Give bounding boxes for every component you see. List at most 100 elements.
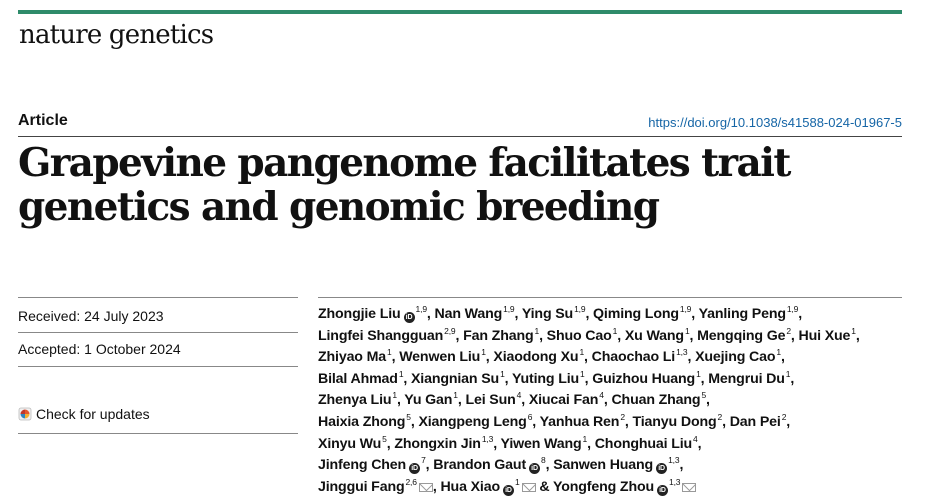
email-icon[interactable] [521,482,536,492]
author-name[interactable]: Mengqing Ge [697,327,786,344]
author-name[interactable]: Bilal Ahmad [318,370,398,387]
meta-divider [18,433,298,434]
author-name[interactable]: Ying Su [521,306,574,322]
affiliation-superscript: 1 [453,390,458,401]
author-name[interactable]: Yanling Peng [698,306,786,322]
affiliation-superscript: 2,6 [405,476,417,487]
author-name[interactable]: Guizhou Huang [592,370,696,387]
affiliation-superscript: 1 [579,347,585,358]
affiliation-superscript: 6 [527,411,533,422]
doi-link[interactable]: https://doi.org/10.1038/s41588-024-01967… [648,115,902,130]
author-name[interactable]: Xinyu Wu [318,435,382,452]
email-icon[interactable] [418,482,433,492]
affiliation-superscript: 1 [582,433,588,444]
affiliation-superscript: 1 [684,325,690,336]
author-name[interactable]: Chuan Zhang [611,392,701,409]
affiliation-superscript: 1 [580,368,585,379]
author-name[interactable]: Zhenya Liu [318,392,392,409]
author-name[interactable]: Zhongxin Jin [394,435,481,452]
author-name[interactable]: Wenwen Liu [399,349,481,366]
affiliation-superscript: 8 [541,455,546,466]
author-name[interactable]: Hui Xue [798,327,851,344]
author-name[interactable]: Mengrui Du [708,370,785,387]
author-name[interactable]: Dan Pei [729,413,781,430]
affiliation-superscript: 1,3 [669,476,681,487]
affiliation-superscript: 1,3 [676,347,688,358]
author-name[interactable]: Yongfeng Zhou [552,478,654,495]
author-name[interactable]: Jinfeng Chen [318,457,407,474]
affiliation-superscript: 2 [786,325,791,336]
journal-name[interactable]: nature genetics [19,20,214,50]
author-name[interactable]: Yanhua Ren [539,413,620,430]
author-name[interactable]: Lingfei Shangguan [318,327,444,344]
author-name[interactable]: Yuting Liu [511,370,580,387]
affiliation-superscript: 1 [387,347,392,358]
author-name[interactable]: Hua Xiao [440,478,500,495]
author-name[interactable]: Yu Gan [404,392,453,409]
affiliation-superscript: 1 [785,368,791,379]
affiliation-superscript: 1,9 [679,304,692,314]
author-name[interactable]: Brandon Gaut [433,457,527,474]
author-name[interactable]: Shuo Cao [546,327,612,344]
meta-divider [18,366,298,367]
accepted-date: Accepted: 1 October 2024 [18,341,181,357]
affiliation-superscript: 2 [781,411,787,422]
author-name[interactable]: Chaochao Li [591,349,676,366]
affiliation-superscript: 1,3 [668,455,680,466]
affiliation-superscript: 1 [514,476,520,487]
affiliation-superscript: 1 [481,347,486,358]
author-name[interactable]: Xu Wang [624,327,684,344]
affiliation-superscript: 2,9 [444,325,456,336]
affiliation-superscript: 1 [398,368,404,379]
author-name[interactable]: Jinggui Fang [318,478,405,495]
affiliation-superscript: 1 [851,325,856,336]
author-name[interactable]: Zhongjie Liu [318,306,401,322]
affiliation-superscript: 1 [392,390,397,401]
orcid-icon[interactable]: iD [529,463,541,475]
orcid-icon[interactable]: iD [656,463,668,475]
author-name[interactable]: Tianyu Dong [632,413,717,430]
author-name[interactable]: Xiaodong Xu [493,349,579,366]
author-list: Zhongjie Liu iD1,9, Nan Wang1,9, Ying Su1… [318,304,860,496]
title-line-2: genetics and genomic breeding [18,184,660,230]
author-name[interactable]: Zhiyao Ma [318,349,387,366]
author-name[interactable]: Nan Wang [434,306,503,322]
author-name[interactable]: Xiucai Fan [528,392,599,409]
affiliation-superscript: 4 [693,433,698,444]
author-name[interactable]: Chonghuai Liu [594,435,693,452]
author-name[interactable]: Lei Sun [465,392,516,409]
affiliation-superscript: 5 [406,411,411,422]
check-for-updates-icon [18,407,32,421]
check-for-updates-button[interactable]: Check for updates [18,406,150,422]
title-line-1: Grapevine pangenome facilitates trait [18,140,791,186]
meta-divider [18,332,298,333]
orcid-icon[interactable]: iD [502,484,514,496]
author-name[interactable]: Haixia Zhong [318,413,406,430]
author-name[interactable]: Sanwen Huang [553,457,654,474]
author-name[interactable]: Fan Zhang [463,327,534,344]
article-type-label: Article [18,112,68,129]
affiliation-superscript: 1,9 [415,304,428,314]
article-title: Grapevine pangenome facilitates trait ge… [18,141,898,229]
author-name[interactable]: Xiangpeng Leng [418,413,527,430]
affiliation-superscript: 2 [620,411,625,422]
affiliation-superscript: 1 [612,325,618,336]
meta-divider [18,297,298,298]
affiliation-superscript: 4 [599,390,604,401]
email-icon[interactable] [682,482,697,492]
author-name[interactable]: Xiangnian Su [410,370,500,387]
received-date: Received: 24 July 2023 [18,308,164,324]
affiliation-superscript: 7 [421,455,426,466]
affiliation-superscript: 5 [701,390,707,401]
affiliation-superscript: 1 [696,368,701,379]
authors-divider [318,297,902,298]
author-name[interactable]: Yiwen Wang [500,435,582,452]
affiliation-superscript: 1 [776,347,781,358]
orcid-icon[interactable]: iD [657,484,668,496]
author-name[interactable]: Xuejing Cao [695,349,776,366]
orcid-icon[interactable]: iD [409,463,421,475]
affiliation-superscript: 1,9 [786,304,799,314]
affiliation-superscript: 4 [516,390,522,401]
author-name[interactable]: Qiming Long [593,306,679,322]
orcid-icon[interactable]: iD [403,312,415,323]
